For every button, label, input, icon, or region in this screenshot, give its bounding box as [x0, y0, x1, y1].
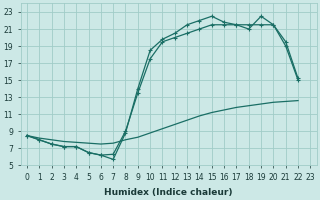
X-axis label: Humidex (Indice chaleur): Humidex (Indice chaleur): [104, 188, 233, 197]
